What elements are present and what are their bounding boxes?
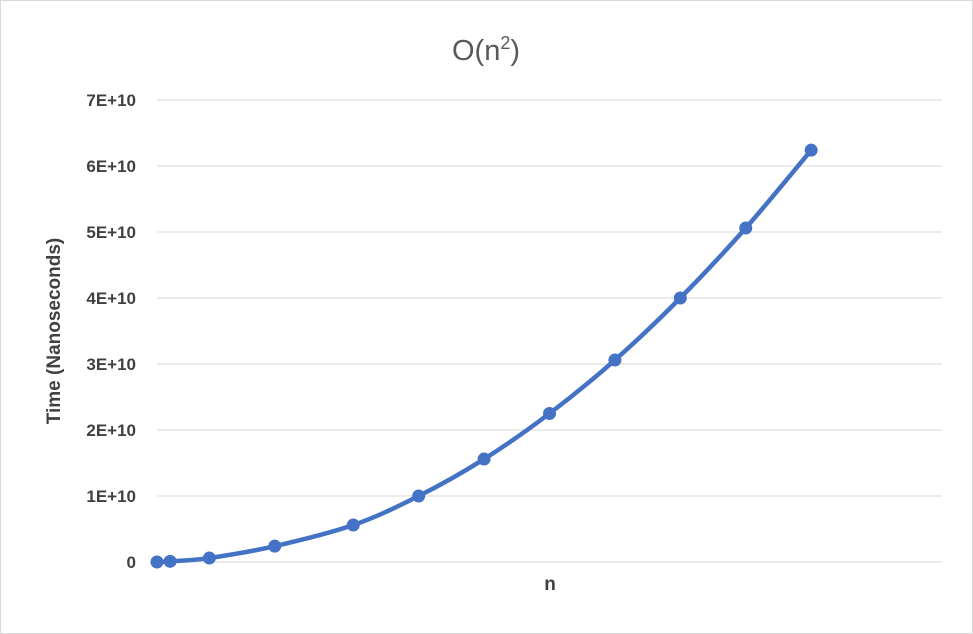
data-point: [346, 518, 360, 532]
data-point: [804, 143, 818, 157]
gridlines: [157, 99, 942, 563]
y-tick-label: 6E+10: [86, 157, 136, 176]
y-tick-label: 0: [127, 553, 136, 572]
data-point: [608, 353, 622, 367]
series-group: [150, 143, 818, 569]
y-tick-labels: 0 1E+10 2E+10 3E+10 4E+10 5E+10 6E+10 7E+10: [86, 91, 136, 572]
data-point: [202, 551, 216, 565]
series-line: [154, 147, 814, 565]
y-tick-label: 1E+10: [86, 487, 136, 506]
y-tick-label: 2E+10: [86, 421, 136, 440]
chart-title: O(n2): [452, 33, 520, 67]
y-tick-label: 3E+10: [86, 355, 136, 374]
data-point: [739, 221, 753, 235]
y-tick-label: 4E+10: [86, 289, 136, 308]
x-axis-label: n: [544, 574, 556, 595]
y-tick-label: 7E+10: [86, 91, 136, 110]
data-point: [412, 489, 426, 503]
data-point: [163, 554, 177, 568]
chart-title-base: O(n: [452, 35, 500, 67]
data-point: [673, 291, 687, 305]
chart-title-tail: ): [510, 35, 520, 67]
data-point: [477, 452, 491, 466]
data-point: [268, 539, 282, 553]
data-point: [150, 555, 164, 569]
chart-title-sup: 2: [500, 33, 510, 53]
y-axis-label: Time (Nanoseconds): [44, 238, 65, 425]
data-point: [543, 407, 556, 420]
y-tick-label: 5E+10: [86, 223, 136, 242]
